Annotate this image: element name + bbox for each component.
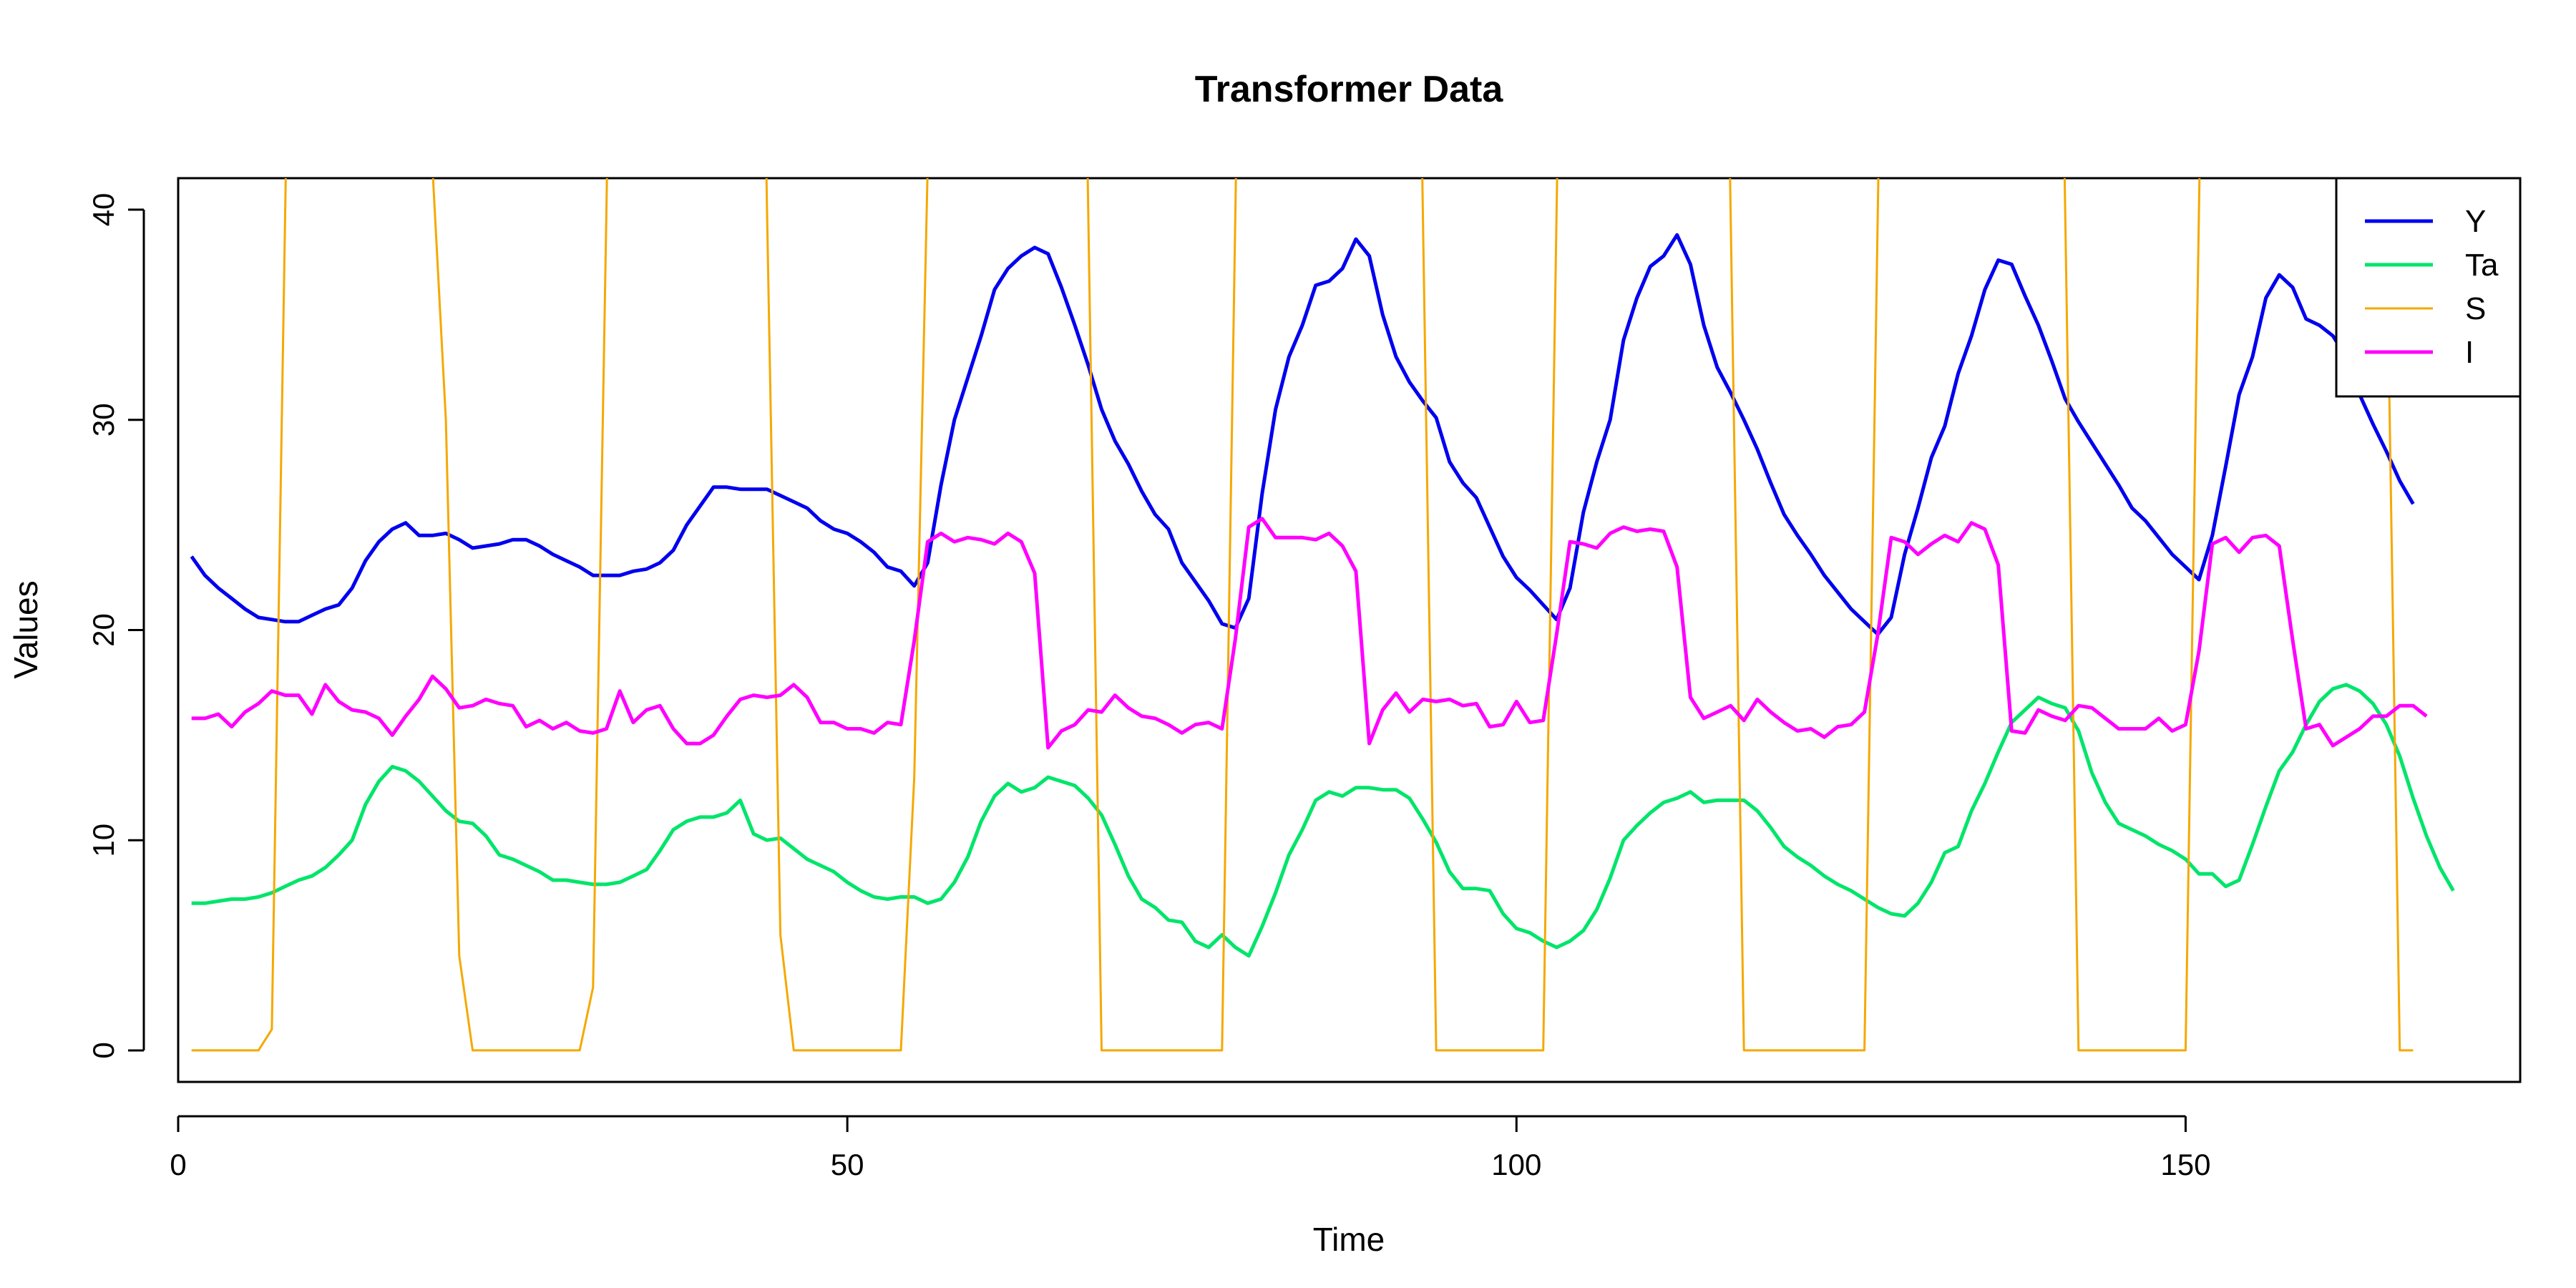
series-line-s xyxy=(191,178,2414,1052)
legend: Y Ta SI xyxy=(2335,177,2522,398)
y-tick-label: 40 xyxy=(87,193,120,227)
y-axis-label: Values xyxy=(7,580,44,678)
chart-title: Transformer Data xyxy=(1195,69,1504,110)
y-tick-label: 10 xyxy=(87,824,120,857)
x-tick-label: 150 xyxy=(2160,1148,2210,1181)
x-tick-label: 50 xyxy=(831,1148,864,1181)
x-tick-label: 0 xyxy=(170,1148,186,1181)
y-tick-label: 0 xyxy=(87,1042,120,1058)
axes: 0 50 100 150 0 10 20 30 40 xyxy=(87,193,2210,1181)
y-tick-label: 20 xyxy=(87,613,120,647)
y-tick-label: 30 xyxy=(87,403,120,436)
legend-label-s: S xyxy=(2465,291,2486,326)
series-line-ta xyxy=(191,683,2455,958)
series-layer xyxy=(190,178,2455,1052)
plot-area-frame xyxy=(177,177,2522,1083)
legend-label-ta: Ta xyxy=(2465,248,2499,283)
legend-box xyxy=(2335,177,2522,398)
legend-label-i: I xyxy=(2465,335,2474,370)
series-line-y xyxy=(190,233,2415,636)
legend-label-y: Y xyxy=(2465,204,2486,239)
series-line-i xyxy=(191,517,2428,750)
x-axis-label: Time xyxy=(1313,1221,1385,1258)
x-tick-label: 100 xyxy=(1491,1148,1541,1181)
